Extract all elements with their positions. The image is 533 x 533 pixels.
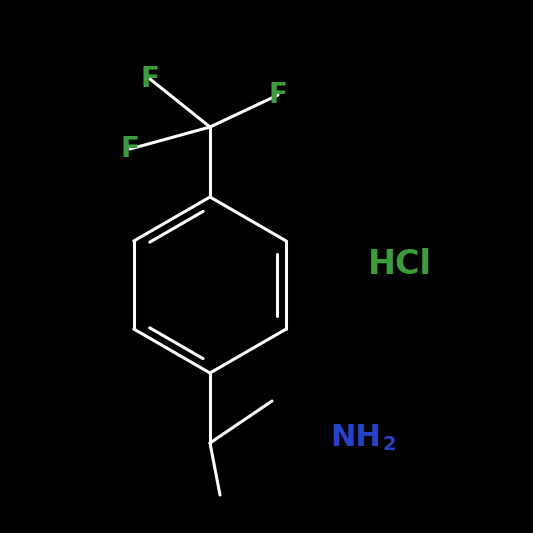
Text: 2: 2	[382, 435, 395, 455]
Text: F: F	[269, 81, 287, 109]
Text: HCl: HCl	[368, 248, 432, 281]
Text: F: F	[141, 65, 159, 93]
Text: NH: NH	[330, 424, 381, 453]
Text: F: F	[120, 135, 140, 163]
